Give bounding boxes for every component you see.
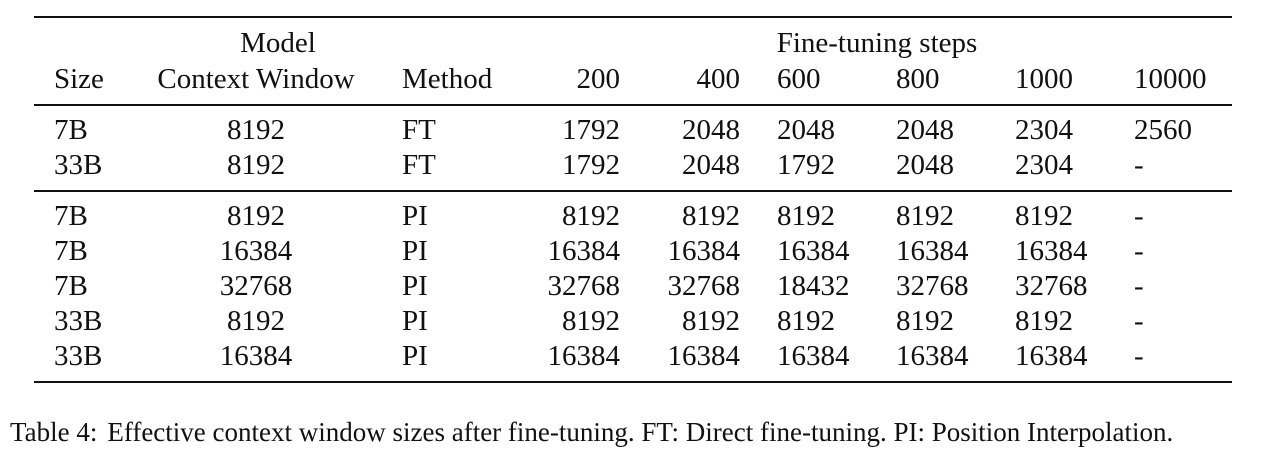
cell-context-window: 16384 [219, 340, 293, 372]
header-step-800: 800 [896, 63, 940, 95]
cell-method: FT [402, 114, 436, 146]
header-step-600: 600 [777, 63, 821, 95]
cell-step-200: 1792 [562, 149, 620, 181]
cell-size: 7B [54, 114, 88, 146]
cell-context-window: 8192 [227, 305, 285, 337]
header-size: Size [54, 63, 104, 95]
cell-context-window: 8192 [227, 114, 285, 146]
cell-size: 7B [54, 200, 88, 232]
cell-step-400: 8192 [682, 305, 740, 337]
cell-step-800: 8192 [896, 305, 954, 337]
cell-step-200: 1792 [562, 114, 620, 146]
cell-method: PI [402, 235, 428, 267]
header-finetuning-group: Fine-tuning steps [776, 27, 978, 59]
cell-method: PI [402, 270, 428, 302]
cell-step-1000: 2304 [1015, 149, 1073, 181]
cell-step-400: 32768 [667, 270, 741, 302]
cell-step-10000: - [1134, 340, 1144, 372]
header-step-10000: 10000 [1134, 63, 1207, 95]
cell-step-200: 16384 [547, 235, 621, 267]
cell-step-400: 2048 [682, 114, 740, 146]
cell-step-800: 2048 [896, 114, 954, 146]
cell-step-600: 18432 [777, 270, 850, 302]
cell-step-10000: - [1134, 200, 1144, 232]
cell-step-1000: 16384 [1015, 340, 1088, 372]
cell-step-800: 16384 [896, 235, 969, 267]
caption-text: Effective context window sizes after fin… [107, 417, 1174, 447]
cell-method: FT [402, 149, 436, 181]
cell-step-400: 16384 [667, 340, 741, 372]
cell-step-10000: - [1134, 149, 1144, 181]
table-caption: Table 4: Effective context window sizes a… [10, 415, 1173, 449]
group-rule [34, 190, 1232, 192]
cell-method: PI [402, 340, 428, 372]
cell-step-1000: 8192 [1015, 200, 1073, 232]
cell-step-600: 8192 [777, 200, 835, 232]
cell-step-1000: 2304 [1015, 114, 1073, 146]
header-model-group: Model [240, 27, 316, 59]
cell-step-800: 8192 [896, 200, 954, 232]
header-rule [34, 104, 1232, 106]
cell-method: PI [402, 305, 428, 337]
cell-step-400: 8192 [682, 200, 740, 232]
cell-step-600: 1792 [777, 149, 835, 181]
cell-step-600: 16384 [777, 235, 850, 267]
caption-label: Table 4: [10, 417, 98, 447]
cell-size: 33B [54, 305, 103, 337]
cell-step-10000: 2560 [1134, 114, 1192, 146]
cell-size: 7B [54, 235, 88, 267]
cell-step-400: 16384 [667, 235, 741, 267]
cell-method: PI [402, 200, 428, 232]
header-context-window: Context Window [157, 63, 355, 95]
top-rule [34, 16, 1232, 18]
header-method: Method [402, 63, 493, 95]
cell-context-window: 8192 [227, 200, 285, 232]
cell-step-200: 8192 [562, 200, 620, 232]
bottom-rule [34, 381, 1232, 383]
cell-step-400: 2048 [682, 149, 740, 181]
header-step-400: 400 [696, 63, 741, 95]
cell-step-10000: - [1134, 235, 1144, 267]
cell-size: 33B [54, 340, 103, 372]
cell-step-800: 16384 [896, 340, 969, 372]
cell-step-200: 16384 [547, 340, 621, 372]
cell-step-1000: 32768 [1015, 270, 1088, 302]
cell-context-window: 8192 [227, 149, 285, 181]
cell-context-window: 32768 [219, 270, 293, 302]
cell-step-10000: - [1134, 305, 1144, 337]
cell-step-800: 2048 [896, 149, 954, 181]
cell-step-10000: - [1134, 270, 1144, 302]
cell-size: 7B [54, 270, 88, 302]
cell-step-600: 8192 [777, 305, 835, 337]
cell-step-1000: 16384 [1015, 235, 1088, 267]
cell-step-200: 32768 [547, 270, 621, 302]
cell-step-200: 8192 [562, 305, 620, 337]
cell-step-600: 2048 [777, 114, 835, 146]
cell-step-800: 32768 [896, 270, 969, 302]
header-step-200: 200 [576, 63, 621, 95]
header-step-1000: 1000 [1015, 63, 1073, 95]
cell-context-window: 16384 [219, 235, 293, 267]
cell-step-600: 16384 [777, 340, 850, 372]
cell-step-1000: 8192 [1015, 305, 1073, 337]
cell-size: 33B [54, 149, 103, 181]
